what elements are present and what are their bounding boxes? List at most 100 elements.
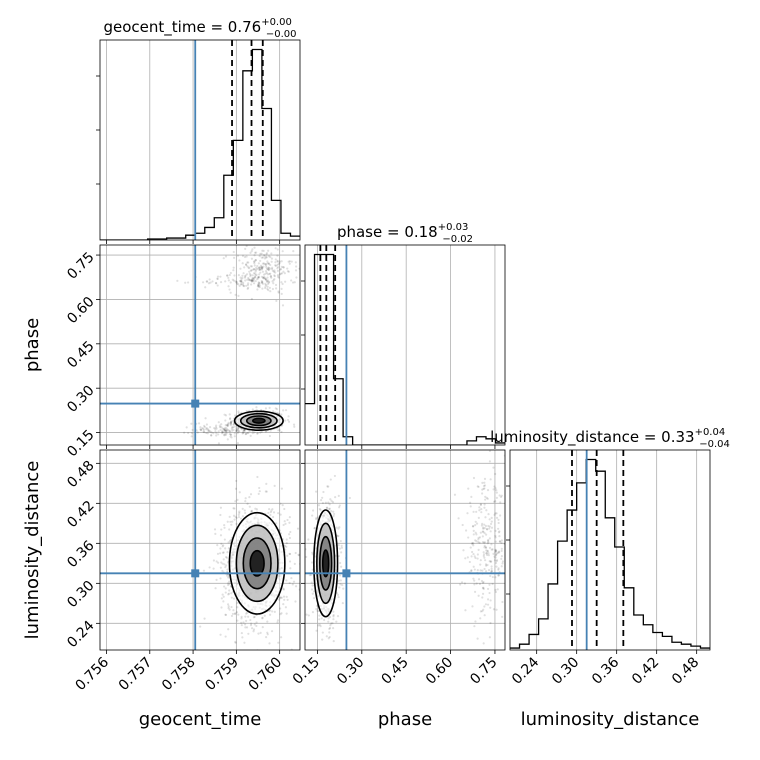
sample-point <box>240 279 243 282</box>
sample-point <box>494 472 497 476</box>
sample-point <box>232 279 235 282</box>
sample-point <box>258 273 261 276</box>
sample-point <box>224 566 227 569</box>
sample-point <box>206 432 209 435</box>
sample-point <box>329 478 332 481</box>
sample-point <box>478 536 482 539</box>
sample-point <box>310 549 312 551</box>
sample-point <box>203 430 206 434</box>
sample-point <box>263 275 266 279</box>
sample-point <box>226 603 230 606</box>
sample-point <box>241 636 244 639</box>
sample-point <box>233 435 236 438</box>
sample-point <box>275 299 278 303</box>
sample-point <box>215 432 218 435</box>
sample-point <box>226 428 229 431</box>
sample-point <box>283 507 286 511</box>
sample-point <box>248 267 251 270</box>
sample-point <box>233 432 236 435</box>
truth-marker <box>191 399 200 408</box>
sample-point <box>243 641 246 644</box>
sample-point <box>224 613 228 617</box>
sample-point <box>225 430 228 433</box>
sample-point <box>272 279 275 282</box>
sample-point <box>269 255 272 259</box>
sample-point <box>271 508 274 511</box>
sample-point <box>233 274 236 277</box>
sample-point <box>236 431 239 435</box>
sample-point <box>492 488 495 491</box>
sample-point <box>339 561 342 565</box>
sample-point <box>227 276 230 279</box>
sample-point <box>483 556 486 559</box>
y-tick-label: 0.42 <box>64 498 97 531</box>
sample-point <box>219 506 223 509</box>
sample-point <box>471 605 474 608</box>
sample-point <box>476 553 479 556</box>
sample-point <box>224 613 227 616</box>
sample-point <box>501 600 504 604</box>
sample-point <box>494 576 497 579</box>
truth-marker <box>191 569 200 578</box>
sample-point <box>269 274 273 278</box>
sample-point <box>479 610 483 613</box>
sample-point <box>497 574 500 577</box>
sample-point <box>342 587 345 590</box>
sample-point <box>319 499 323 502</box>
sample-point <box>283 598 286 601</box>
sample-point <box>232 266 235 269</box>
sample-point <box>264 272 267 275</box>
sample-point <box>280 287 283 290</box>
sample-point <box>481 610 484 613</box>
sample-point <box>481 596 484 599</box>
sample-point <box>235 429 238 432</box>
sample-point <box>494 536 497 539</box>
sample-point <box>253 254 256 257</box>
sample-point <box>251 248 254 251</box>
sample-point <box>227 423 230 426</box>
sample-point <box>286 228 288 230</box>
histogram-step <box>305 253 505 445</box>
sample-point <box>257 632 260 635</box>
sample-point <box>257 492 260 495</box>
x-tick-label: 0.48 <box>669 654 702 687</box>
sample-point <box>482 553 486 556</box>
sample-point <box>223 538 226 541</box>
sample-point <box>272 511 276 514</box>
sample-point <box>305 555 308 559</box>
y-axis-label-luminosity-distance: luminosity_distance <box>22 461 43 640</box>
sample-point <box>211 280 214 283</box>
sample-point <box>226 582 230 585</box>
sample-point <box>279 596 282 599</box>
sample-point <box>256 288 259 291</box>
sample-point <box>264 264 268 267</box>
sample-point <box>255 624 258 628</box>
sample-point <box>205 431 208 435</box>
sample-point <box>332 640 335 643</box>
sample-point <box>254 276 257 279</box>
sample-point <box>267 281 270 284</box>
sample-point <box>251 432 254 435</box>
sample-point <box>244 432 248 435</box>
sample-point <box>491 548 494 551</box>
sample-point <box>227 421 230 424</box>
sample-point <box>273 610 276 613</box>
sample-point <box>227 607 230 610</box>
sample-point <box>464 557 467 560</box>
sample-point <box>481 481 484 484</box>
sample-point <box>470 569 473 572</box>
sample-point <box>264 277 267 280</box>
sample-point <box>274 283 278 287</box>
sample-point <box>249 275 252 278</box>
sample-point <box>230 614 234 618</box>
sample-point <box>235 427 238 430</box>
sample-point <box>341 601 344 605</box>
sample-point <box>240 283 243 286</box>
sample-point <box>259 268 262 271</box>
sample-point <box>288 552 291 555</box>
sample-point <box>264 277 267 280</box>
sample-point <box>202 430 205 433</box>
sample-point <box>481 586 485 589</box>
sample-point <box>228 528 231 531</box>
sample-point <box>266 633 269 636</box>
